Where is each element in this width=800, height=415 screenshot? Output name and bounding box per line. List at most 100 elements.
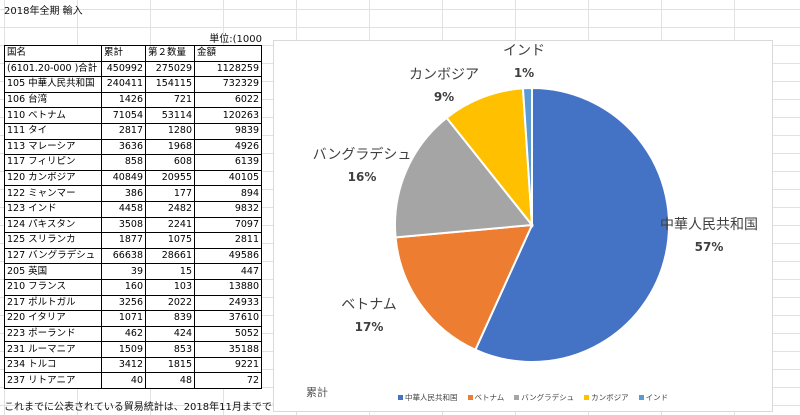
pie-slice-1[interactable] [394, 223, 534, 352]
header-cumulative[interactable]: 累計 [101, 45, 146, 62]
table-cell[interactable]: 120263 [194, 107, 262, 124]
footnote[interactable]: これまでに公表されている貿易統計は、2018年11月までです。 [4, 402, 291, 413]
table-cell[interactable]: 231 ルーマニア [4, 341, 102, 358]
table-cell[interactable]: 839 [145, 310, 195, 327]
header-quantity[interactable]: 第２数量 [145, 45, 195, 62]
table-cell[interactable]: 37610 [194, 310, 262, 327]
table-cell[interactable]: 24933 [194, 294, 262, 312]
table-cell[interactable]: 240411 [101, 76, 146, 93]
table-cell[interactable]: 124 パキスタン [4, 216, 102, 234]
table-cell[interactable]: 721 [145, 91, 195, 109]
legend-item[interactable]: ベトナム [467, 392, 504, 403]
legend-item[interactable]: バングラデシュ [514, 392, 574, 403]
table-cell[interactable]: 447 [194, 263, 262, 280]
table-cell[interactable]: 53114 [145, 107, 195, 124]
table-cell[interactable]: 4458 [101, 200, 146, 218]
table-cell[interactable]: 1280 [145, 122, 195, 140]
sheet-title[interactable]: 2018年全期 輸入 [4, 6, 83, 17]
table-cell[interactable]: 72 [194, 372, 262, 390]
table-cell[interactable]: (6101.20-000 )合計 [4, 60, 102, 78]
table-cell[interactable]: 3412 [101, 356, 146, 374]
table-cell[interactable]: 20955 [145, 169, 195, 187]
table-cell[interactable]: 35188 [194, 341, 262, 358]
table-cell[interactable]: 1075 [145, 232, 195, 249]
table-cell[interactable]: 113 マレーシア [4, 138, 102, 156]
table-cell[interactable]: 1071 [101, 310, 146, 327]
table-cell[interactable]: 122 ミャンマー [4, 185, 102, 202]
table-cell[interactable]: 13880 [194, 278, 262, 296]
table-cell[interactable]: 2482 [145, 200, 195, 218]
table-cell[interactable]: 1815 [145, 356, 195, 374]
table-cell[interactable]: 450992 [101, 60, 146, 78]
table-cell[interactable]: 732329 [194, 76, 262, 93]
table-cell[interactable]: 2022 [145, 294, 195, 312]
table-cell[interactable]: 154115 [145, 76, 195, 93]
table-cell[interactable]: 123 インド [4, 200, 102, 218]
table-cell[interactable]: 386 [101, 185, 146, 202]
table-cell[interactable]: 1968 [145, 138, 195, 156]
table-cell[interactable]: 6139 [194, 154, 262, 171]
legend-item[interactable]: カンボジア [584, 392, 629, 403]
table-cell[interactable]: 40 [101, 372, 146, 390]
table-cell[interactable]: 853 [145, 341, 195, 358]
table-cell[interactable]: 177 [145, 185, 195, 202]
table-cell[interactable]: 220 イタリア [4, 310, 102, 327]
table-cell[interactable]: 237 リトアニア [4, 372, 102, 390]
table-cell[interactable]: 105 中華人民共和国 [4, 76, 102, 93]
table-cell[interactable]: 39 [101, 263, 146, 280]
table-cell[interactable]: 210 フランス [4, 278, 102, 296]
table-cell[interactable]: 9832 [194, 200, 262, 218]
pie-chart[interactable]: 中華人民共和国 57% ベトナム 17% バングラデシュ 16% カンボジア 9% インド 1% … [273, 40, 773, 412]
table-cell[interactable]: 424 [145, 325, 195, 343]
table-cell[interactable]: 3256 [101, 294, 146, 312]
table-cell[interactable]: 40849 [101, 169, 146, 187]
table-cell[interactable]: 6022 [194, 91, 262, 109]
table-cell[interactable]: 275029 [145, 60, 195, 78]
table-cell[interactable]: 125 スリランカ [4, 232, 102, 249]
table-cell[interactable]: 120 カンボジア [4, 169, 102, 187]
table-cell[interactable]: 106 台湾 [4, 91, 102, 109]
table-cell[interactable]: 71054 [101, 107, 146, 124]
pie-slice-3[interactable] [445, 87, 534, 229]
table-cell[interactable]: 4926 [194, 138, 262, 156]
table-cell[interactable]: 1128259 [194, 60, 262, 78]
table-cell[interactable]: 223 ポーランド [4, 325, 102, 343]
table-cell[interactable]: 205 英国 [4, 263, 102, 280]
table-cell[interactable]: 49586 [194, 247, 262, 265]
table-cell[interactable]: 9839 [194, 122, 262, 140]
table-cell[interactable]: 5052 [194, 325, 262, 343]
legend-item[interactable]: 中華人民共和国 [398, 392, 458, 403]
header-country[interactable]: 国名 [4, 45, 102, 62]
table-cell[interactable]: 15 [145, 263, 195, 280]
table-cell[interactable]: 9221 [194, 356, 262, 374]
table-cell[interactable]: 608 [145, 154, 195, 171]
table-cell[interactable]: 1877 [101, 232, 146, 249]
legend-item[interactable]: インド [638, 392, 668, 403]
table-cell[interactable]: 234 トルコ [4, 356, 102, 374]
pie-slice-2[interactable] [394, 116, 534, 239]
table-cell[interactable]: 111 タイ [4, 122, 102, 140]
pie-slice-4[interactable] [521, 86, 533, 226]
table-cell[interactable]: 3636 [101, 138, 146, 156]
table-cell[interactable]: 160 [101, 278, 146, 296]
table-cell[interactable]: 127 バングラデシュ [4, 247, 102, 265]
table-cell[interactable]: 3508 [101, 216, 146, 234]
table-cell[interactable]: 1509 [101, 341, 146, 358]
table-cell[interactable]: 48 [145, 372, 195, 390]
table-cell[interactable]: 1426 [101, 91, 146, 109]
table-cell[interactable]: 117 フィリピン [4, 154, 102, 171]
table-cell[interactable]: 858 [101, 154, 146, 171]
table-cell[interactable]: 7097 [194, 216, 262, 234]
table-cell[interactable]: 110 ベトナム [4, 107, 102, 124]
table-cell[interactable]: 2241 [145, 216, 195, 234]
table-cell[interactable]: 28661 [145, 247, 195, 265]
table-cell[interactable]: 2817 [101, 122, 146, 140]
table-cell[interactable]: 66638 [101, 247, 146, 265]
table-cell[interactable]: 462 [101, 325, 146, 343]
pie-slice-0[interactable] [474, 86, 670, 363]
table-cell[interactable]: 217 ポルトガル [4, 294, 102, 312]
table-cell[interactable]: 894 [194, 185, 262, 202]
table-cell[interactable]: 103 [145, 278, 195, 296]
table-cell[interactable]: 2811 [194, 232, 262, 249]
header-amount[interactable]: 金額 [194, 45, 262, 62]
